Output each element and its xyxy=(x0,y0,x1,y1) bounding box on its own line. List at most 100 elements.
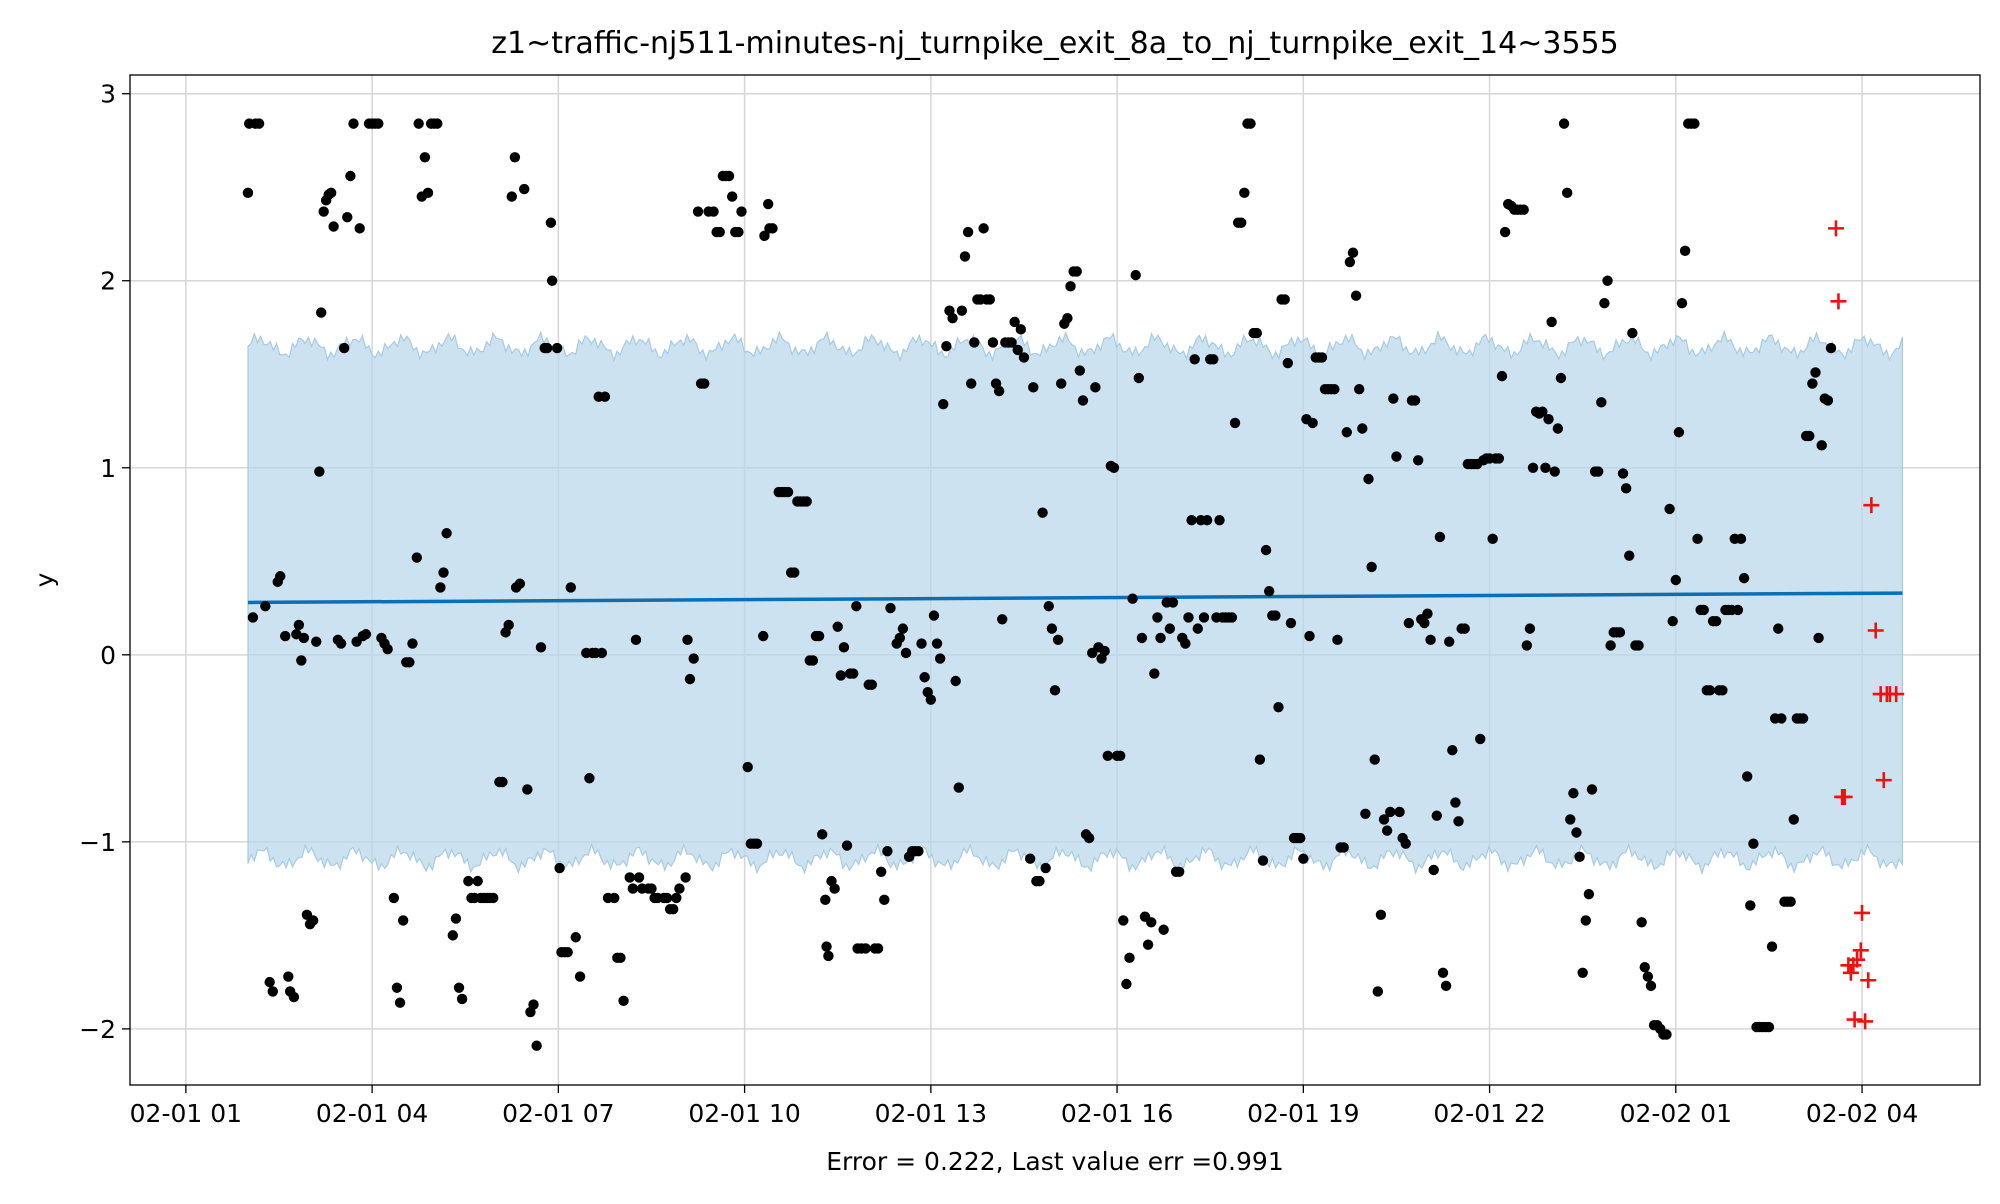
y-tick-label: −1 xyxy=(79,828,116,857)
observed-point xyxy=(1527,462,1539,473)
observed-point xyxy=(397,915,409,926)
future-point xyxy=(1830,293,1847,310)
observed-point xyxy=(1745,900,1756,911)
observed-point xyxy=(1518,204,1529,215)
observed-point xyxy=(751,838,763,849)
observed-point xyxy=(1375,909,1387,920)
observed-point xyxy=(1316,352,1328,363)
observed-point xyxy=(726,191,738,202)
observed-point xyxy=(519,183,530,195)
observed-point xyxy=(1270,610,1281,621)
x-tick-label: 02-01 10 xyxy=(688,1099,800,1128)
observed-point xyxy=(969,337,980,348)
y-tick-label: 0 xyxy=(100,641,116,670)
observed-point xyxy=(1208,354,1219,365)
observed-point xyxy=(699,378,710,389)
observed-point xyxy=(1071,266,1082,277)
observed-point xyxy=(1434,531,1446,543)
observed-point xyxy=(307,915,319,926)
observed-point xyxy=(1440,980,1452,992)
prediction-band xyxy=(247,329,1904,876)
observed-point xyxy=(835,670,847,681)
observed-point xyxy=(1385,806,1396,818)
observed-point xyxy=(962,226,974,238)
observed-point xyxy=(1130,269,1141,281)
future-point xyxy=(1863,497,1880,514)
observed-point xyxy=(438,567,449,578)
observed-point xyxy=(1121,978,1132,990)
observed-point xyxy=(1776,713,1787,724)
observed-point xyxy=(1409,395,1421,406)
y-tick-label: 1 xyxy=(100,454,116,483)
observed-point xyxy=(1565,814,1576,825)
observed-point xyxy=(758,630,769,642)
observed-point xyxy=(646,883,657,894)
observed-point xyxy=(1459,623,1470,634)
observed-point xyxy=(1763,1021,1775,1033)
observed-point xyxy=(551,342,563,354)
observed-point xyxy=(1357,423,1368,434)
observed-point xyxy=(1664,503,1675,515)
observed-point xyxy=(997,614,1008,625)
observed-point xyxy=(1338,842,1349,853)
observed-point xyxy=(335,638,347,649)
future-point xyxy=(1888,686,1905,703)
observed-point xyxy=(1285,617,1297,629)
observed-point xyxy=(1605,640,1616,651)
observed-point xyxy=(684,673,696,685)
observed-point xyxy=(1698,604,1709,616)
observed-point xyxy=(1419,617,1430,629)
observed-point xyxy=(1493,453,1505,464)
observed-point xyxy=(1580,915,1591,926)
observed-point xyxy=(453,982,465,993)
observed-point xyxy=(1040,862,1051,874)
observed-point xyxy=(1816,440,1827,451)
observed-point xyxy=(1521,640,1533,651)
observed-point xyxy=(1332,634,1343,646)
observed-point xyxy=(404,657,415,668)
y-tick-label: 3 xyxy=(100,80,116,109)
observed-point xyxy=(1062,312,1073,324)
observed-point xyxy=(422,187,434,199)
observed-point xyxy=(807,655,819,666)
observed-point xyxy=(1127,593,1138,604)
observed-point xyxy=(733,226,744,238)
observed-point xyxy=(1549,466,1560,477)
observed-point xyxy=(447,930,459,941)
observed-point xyxy=(1164,623,1176,634)
observed-point xyxy=(1012,344,1023,356)
future-point xyxy=(1857,1013,1874,1030)
observed-point xyxy=(953,782,964,793)
trend-series-line xyxy=(247,591,1903,605)
observed-point xyxy=(584,773,595,784)
observed-point xyxy=(1670,574,1682,586)
observed-point xyxy=(1167,597,1179,608)
observed-point xyxy=(993,385,1005,397)
observed-point xyxy=(531,1040,542,1051)
observed-point xyxy=(1049,685,1061,696)
observed-point xyxy=(1142,939,1154,950)
future-point xyxy=(1827,220,1844,237)
observed-point xyxy=(1561,187,1573,199)
observed-point xyxy=(546,275,558,286)
observed-point xyxy=(1295,832,1306,844)
observed-point xyxy=(1596,397,1607,408)
observed-point xyxy=(1667,615,1678,627)
observed-point xyxy=(1279,294,1290,305)
observed-point xyxy=(928,610,940,621)
observed-point xyxy=(382,644,393,655)
observed-point xyxy=(1599,297,1610,309)
observed-point xyxy=(708,206,719,217)
observed-point xyxy=(1624,550,1635,561)
observed-point xyxy=(950,675,961,687)
x-axis-label: Error = 0.222, Last value err =0.991 xyxy=(826,1147,1283,1176)
observed-point xyxy=(1546,316,1557,328)
observed-point xyxy=(627,883,639,894)
observed-point xyxy=(1822,395,1834,406)
observed-point xyxy=(938,398,949,410)
observed-point xyxy=(450,913,462,924)
observed-point xyxy=(1083,832,1095,844)
observed-point xyxy=(1028,382,1039,393)
observed-point xyxy=(1229,417,1241,429)
